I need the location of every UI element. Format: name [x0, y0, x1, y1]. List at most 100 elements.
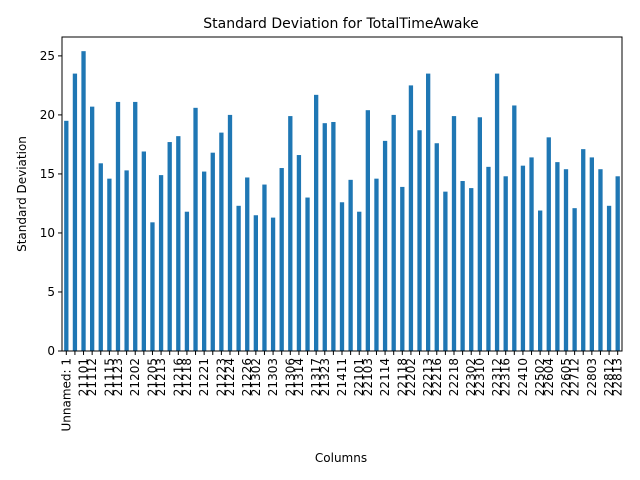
- x-tick-label: 22712: [568, 358, 582, 396]
- bar: [227, 114, 233, 351]
- bar: [374, 178, 379, 351]
- bar: [529, 157, 534, 351]
- bar: [581, 149, 586, 351]
- bar: [262, 184, 267, 351]
- bar: [365, 110, 370, 351]
- x-axis-label: Columns: [315, 451, 367, 465]
- x-tick-label: 22316: [499, 358, 513, 396]
- x-tick-label: 21411: [335, 358, 349, 396]
- bar: [408, 85, 414, 351]
- bar: [572, 208, 577, 351]
- bar: [555, 162, 560, 351]
- x-tick-label: 21317: [309, 358, 323, 396]
- bar: [546, 137, 551, 351]
- bar: [107, 178, 112, 351]
- bar: [391, 114, 396, 351]
- x-tick-label: 21223: [214, 358, 228, 396]
- y-tick-label: 10: [40, 226, 55, 240]
- plot-frame: [61, 36, 623, 352]
- x-tick-label: 22218: [447, 358, 461, 396]
- x-tick-label: 22813: [611, 358, 625, 396]
- bar: [451, 116, 457, 351]
- x-tick-label: 21224: [223, 358, 237, 396]
- bar: [210, 152, 215, 351]
- x-tick-label: 22310: [473, 358, 487, 396]
- bar: [81, 51, 86, 352]
- x-tick-label: 22103: [361, 358, 375, 396]
- x-tick-label: 21226: [240, 358, 254, 396]
- x-tick-label: 22502: [533, 358, 547, 396]
- bar: [64, 120, 69, 351]
- bar: [296, 155, 302, 351]
- bar: [193, 107, 198, 352]
- bar: [150, 222, 155, 351]
- x-tick-label: 21112: [85, 358, 99, 396]
- bar: [417, 130, 422, 351]
- bar: [236, 205, 241, 351]
- bar: [538, 210, 543, 351]
- x-tick-label: 22114: [378, 358, 392, 396]
- y-tick-label: 5: [47, 285, 55, 299]
- bar: [253, 215, 258, 351]
- y-tick-label: 25: [40, 49, 55, 63]
- y-tick-label: 0: [47, 344, 55, 358]
- bar: [339, 202, 345, 351]
- x-tick-label: 22202: [404, 358, 418, 396]
- bar: [314, 94, 319, 351]
- bar: [184, 211, 190, 351]
- bar: [563, 169, 569, 351]
- y-tick-label: 20: [40, 108, 55, 122]
- bar: [133, 101, 138, 352]
- bar: [426, 73, 431, 351]
- x-tick-label: 22312: [490, 358, 504, 396]
- bar: [158, 175, 164, 351]
- bar: [443, 191, 448, 351]
- bar: [400, 186, 405, 351]
- x-tick-label: 22803: [585, 358, 599, 396]
- x-tick-label: 21221: [197, 358, 211, 396]
- bar: [124, 170, 129, 351]
- x-tick-label: 21213: [154, 358, 168, 396]
- y-axis-label: Standard Deviation: [15, 136, 29, 252]
- bar: [90, 106, 95, 352]
- x-tick-label: 22605: [559, 358, 573, 396]
- bar: [98, 163, 103, 351]
- bar: [469, 188, 474, 351]
- x-tick-label: 22410: [516, 358, 530, 396]
- x-tick-label: 21323: [318, 358, 332, 396]
- x-tick-label: 21101: [77, 358, 91, 396]
- x-tick-label: 22216: [430, 358, 444, 396]
- x-tick-label: 21302: [249, 358, 263, 396]
- bar: [202, 171, 207, 351]
- bar: [615, 176, 620, 351]
- chart-title: Standard Deviation for TotalTimeAwake: [203, 16, 478, 32]
- bar: [279, 168, 284, 351]
- bar: [270, 217, 276, 351]
- x-tick-label: 22101: [352, 358, 366, 396]
- bar: [598, 169, 603, 351]
- x-tick-label: 22118: [395, 358, 409, 396]
- bar: [477, 117, 482, 351]
- y-tick-label: 15: [40, 167, 55, 181]
- bar: [115, 101, 121, 352]
- bar: [512, 105, 517, 352]
- x-tick-label: Unnamed: 1: [59, 358, 73, 432]
- bar: [382, 140, 388, 351]
- bar: [322, 123, 327, 351]
- bar: [606, 205, 612, 351]
- bar: [348, 179, 353, 351]
- bar: [494, 73, 500, 351]
- bar: [520, 165, 526, 351]
- x-tick-label: 21202: [128, 358, 142, 396]
- bar: [503, 176, 508, 351]
- bar: [72, 73, 78, 351]
- bar: [167, 142, 172, 351]
- x-tick-label: 21205: [145, 358, 159, 396]
- bar: [219, 132, 224, 351]
- x-tick-label: 22302: [464, 358, 478, 396]
- x-tick-label: 22213: [421, 358, 435, 396]
- x-tick-label: 22812: [602, 358, 616, 396]
- x-tick-label: 21314: [292, 358, 306, 396]
- bar: [288, 116, 293, 351]
